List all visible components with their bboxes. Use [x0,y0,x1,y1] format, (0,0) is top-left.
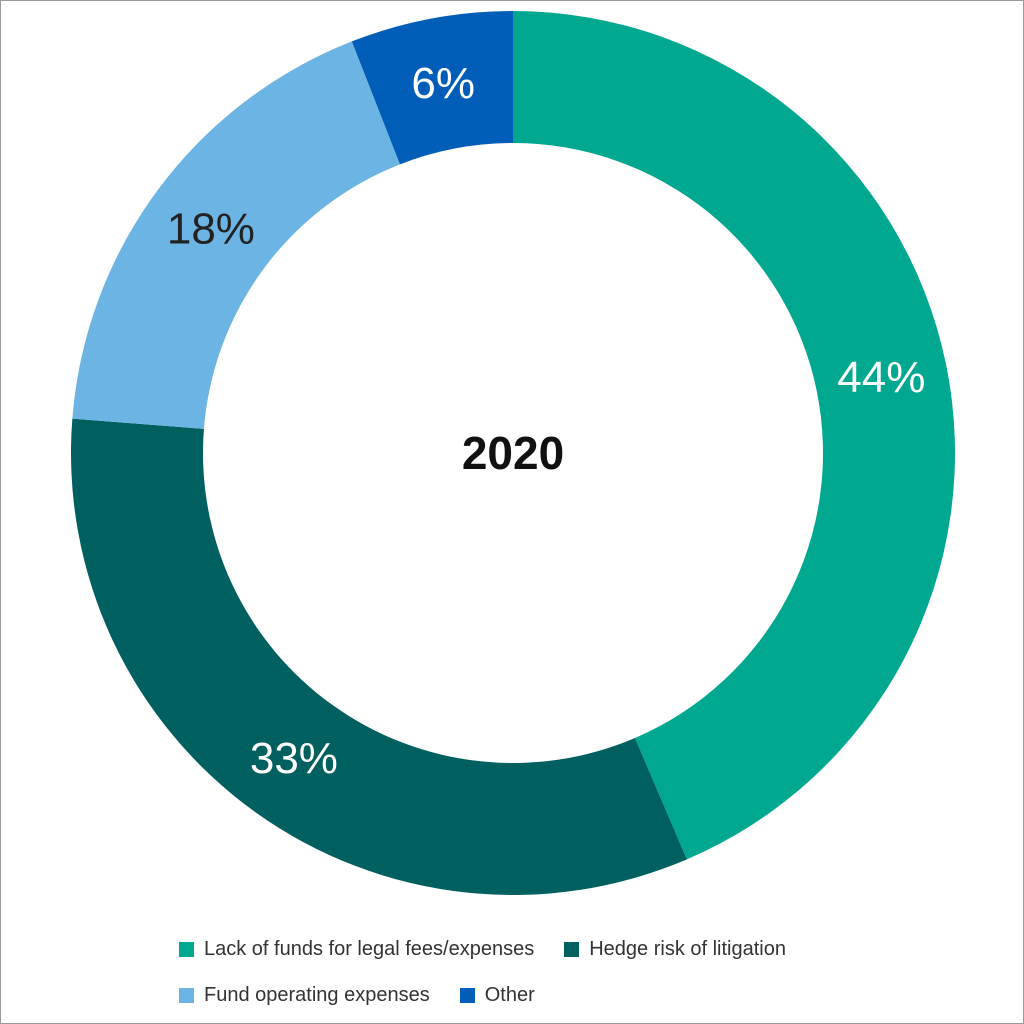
legend-label: Hedge risk of litigation [589,937,786,960]
legend-label: Lack of funds for legal fees/expenses [204,937,535,960]
legend-label: Other [484,983,535,1006]
center-title: 2020 [462,427,564,479]
value-label: 33% [250,734,338,783]
donut-segment [513,11,956,860]
legend-swatch [564,941,580,957]
legend-item: Fund operating expenses [179,979,430,1011]
legend-swatch [179,941,194,957]
legend: Lack of funds for legal fees/expenses Hed… [179,933,879,1011]
legend-item: Hedge risk of litigation [564,933,786,965]
value-label: 18% [167,205,255,254]
value-label: 44% [837,353,925,402]
legend-swatch [179,987,194,1003]
value-label: 6% [411,59,475,108]
donut-segment [71,418,687,896]
legend-swatch [459,987,475,1003]
legend-item: Lack of funds for legal fees/expenses [179,933,534,965]
legend-label: Fund operating expenses [204,983,430,1006]
donut-segment [72,41,400,429]
legend-item: Other [459,979,535,1011]
donut-segment [351,11,513,165]
